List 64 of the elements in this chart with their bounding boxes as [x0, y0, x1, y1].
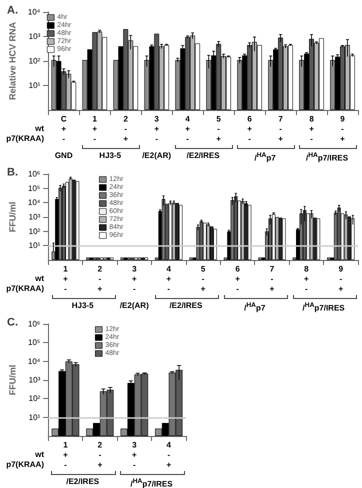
x-tick-label: 1 + - [92, 114, 98, 144]
x-tick-label: 5 - + [216, 114, 222, 144]
text: /E2/IRES [169, 301, 202, 311]
text: /$^{HA}$p7/IRES [306, 151, 348, 164]
x-tick-label: 2 - + [98, 264, 103, 294]
chart-title: C. [7, 316, 18, 328]
y-tick-label: 10¹ [28, 412, 41, 422]
y-tick-label: 10⁴ [28, 198, 41, 208]
text: /$^{HA}$p7/IRES [130, 477, 173, 488]
chart-title: A. [7, 4, 18, 16]
y-tick-label: 10² [28, 394, 41, 404]
text: /E2/IRES [186, 151, 220, 161]
x-tick-label: 4 - + [166, 440, 172, 470]
x-tick-label: 3 + - [132, 264, 138, 294]
text: /$^{HA}$p7 [254, 151, 276, 164]
y-tick-label: 10⁶ [28, 320, 40, 328]
x-tick-label: 1 + - [63, 264, 68, 294]
x-tick-label: C + - [60, 114, 67, 144]
y-tick-label: 10⁴ [28, 356, 41, 366]
text: /E2(AR) [120, 301, 149, 311]
y-tick-label: 10¹ [28, 81, 41, 90]
text: /E2(AR) [142, 151, 172, 161]
y-axis-title: FFU/ml [8, 364, 18, 396]
x-tick-label: 1 + - [63, 440, 68, 470]
x-tick-label: 3 + - [154, 114, 160, 144]
y-tick-label: 10⁴ [28, 8, 41, 16]
y-tick-label: 10⁶ [28, 170, 40, 178]
text: HJ3-5 [99, 151, 122, 161]
text: p7(KRAA) [6, 134, 44, 144]
x-tick-label: 8 + - [304, 264, 310, 294]
x-tick-label: 7 - + [278, 114, 284, 144]
x-tick-label: 8 + - [309, 114, 314, 144]
x-tick-label: 2 - + [98, 440, 103, 470]
y-tick-label: 10³ [28, 32, 41, 41]
x-tick-label: 6 + - [235, 264, 240, 294]
y-axis-title: Relative HCV RNA [8, 21, 18, 100]
y-tick-label: 10² [28, 56, 41, 66]
chart-title: B. [7, 166, 18, 178]
x-tick-label: 4 + - [185, 114, 190, 144]
text: wt [35, 450, 44, 460]
text: GND [54, 151, 73, 161]
text: wt [35, 274, 44, 284]
y-tick-label: 10³ [28, 376, 41, 384]
text: /$^{HA}$p7/IRES [302, 301, 345, 314]
x-tick-label: 9 - + [340, 114, 346, 144]
y-axis-title: FFU/ml [8, 202, 18, 232]
y-tick-label: 10⁵ [28, 338, 40, 348]
x-tick-label: 6 + - [247, 114, 252, 144]
x-tick-label: 3 + - [132, 440, 138, 470]
text: wt [35, 124, 44, 134]
y-tick-label: 10³ [28, 212, 41, 222]
y-tick-label: 10¹ [28, 241, 41, 250]
x-tick-label: 4 + - [166, 264, 172, 294]
y-tick-label: 10² [28, 226, 41, 236]
x-tick-label: 5 - + [200, 264, 206, 294]
text: HJ3-5 [72, 301, 94, 311]
x-tick-label: 7 - + [270, 264, 275, 294]
text: /E2/IRES [66, 477, 100, 487]
y-tick-label: 10⁵ [28, 184, 40, 193]
text: /$^{HA}$p7 [244, 301, 266, 314]
text: p7(KRAA) [6, 284, 44, 294]
text: p7(KRAA) [6, 460, 44, 470]
x-tick-label: 9 - + [338, 264, 344, 294]
x-tick-label: 2 - + [123, 114, 128, 144]
